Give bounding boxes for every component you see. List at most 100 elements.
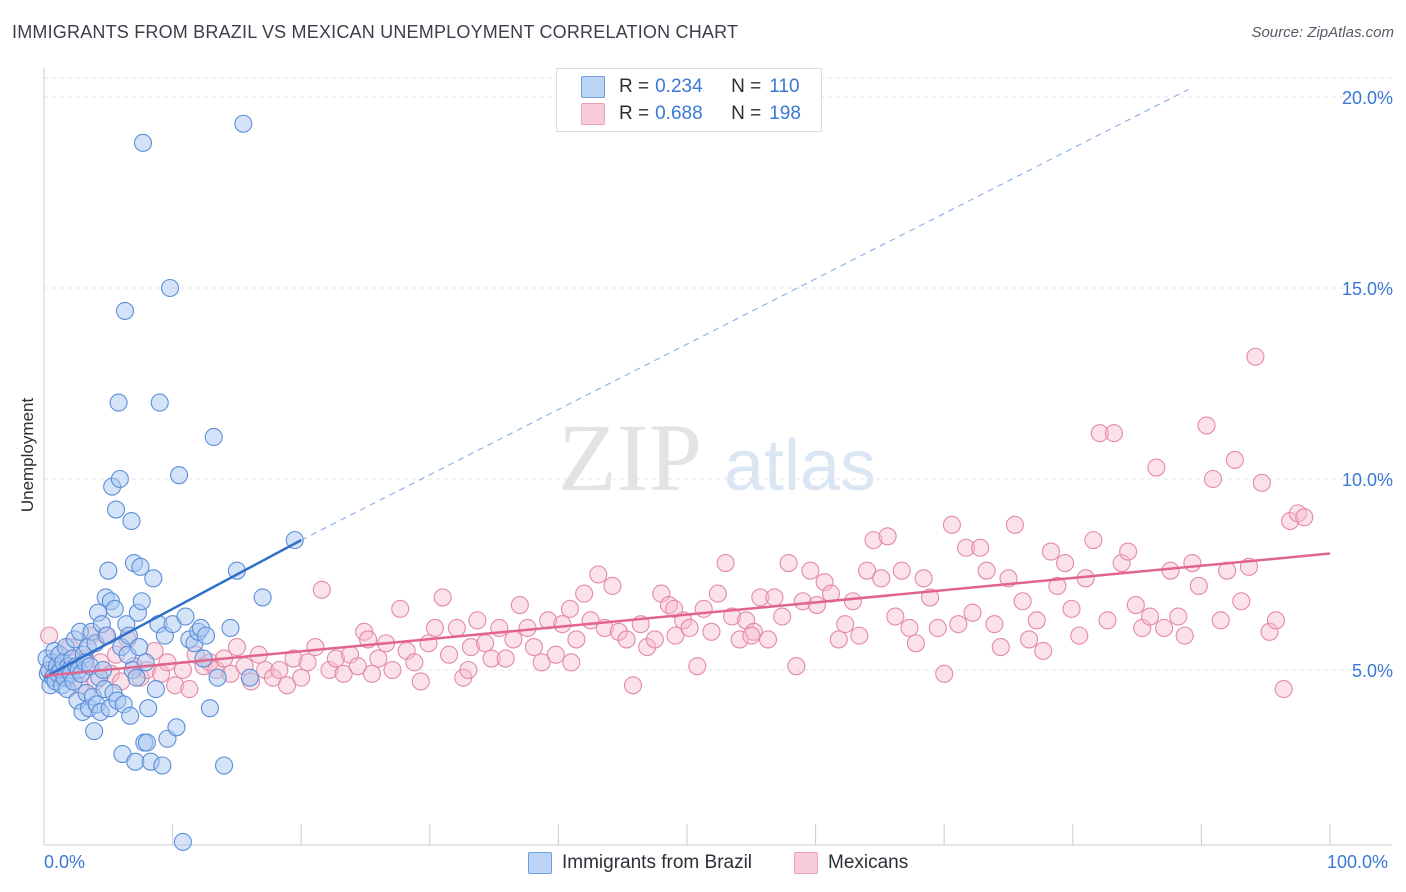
point-mexicans <box>459 660 478 680</box>
point-brazil <box>130 638 149 657</box>
point-mexicans <box>645 630 664 649</box>
point-mexicans <box>1197 416 1216 435</box>
point-mexicans <box>1005 515 1024 534</box>
x-tick-min: 0.0% <box>44 852 86 872</box>
legend-swatch-mexicans <box>794 852 818 874</box>
legend-label-mexicans: Mexicans <box>828 852 909 873</box>
point-brazil <box>160 278 180 298</box>
point-mexicans <box>1062 599 1081 618</box>
point-mexicans <box>1281 511 1300 531</box>
point-mexicans <box>971 538 990 557</box>
point-mexicans <box>857 561 877 580</box>
point-mexicans <box>284 649 303 668</box>
point-mexicans <box>567 630 586 649</box>
point-mexicans <box>1140 607 1160 626</box>
legend-swatch-brazil <box>528 852 552 874</box>
point-mexicans <box>1112 553 1131 573</box>
point-brazil <box>132 592 151 611</box>
point-brazil <box>133 133 153 152</box>
chart-title: IMMIGRANTS FROM BRAZIL VS MEXICAN UNEMPL… <box>12 22 739 42</box>
point-mexicans <box>985 615 1004 634</box>
point-mexicans <box>665 599 684 618</box>
source-label: Source: ZipAtlas.com <box>1251 24 1394 41</box>
point-mexicans <box>1056 553 1075 573</box>
point-mexicans <box>504 630 523 649</box>
point-mexicans <box>1252 473 1271 492</box>
point-brazil <box>150 393 169 412</box>
point-mexicans <box>666 626 685 645</box>
point-brazil <box>144 569 163 588</box>
point-mexicans <box>928 618 947 638</box>
point-mexicans <box>1034 641 1053 660</box>
point-mexicans <box>312 580 331 599</box>
point-mexicans <box>1119 542 1138 561</box>
y-tick-label: 15.0% <box>1342 279 1393 299</box>
legend-label-brazil: Immigrants from Brazil <box>562 852 753 873</box>
legend-item-mexicans[interactable]: Mexicans <box>794 852 908 874</box>
point-mexicans <box>1161 561 1180 580</box>
r-label: R = <box>619 76 650 97</box>
point-mexicans <box>836 615 855 634</box>
point-mexicans <box>227 638 246 657</box>
point-mexicans <box>864 531 883 550</box>
point-mexicans <box>1098 611 1117 630</box>
point-mexicans <box>722 607 742 626</box>
point-brazil <box>253 588 272 607</box>
r-value: 0.688 <box>655 103 703 124</box>
point-brazil <box>176 607 195 626</box>
legend-item-brazil[interactable]: Immigrants from Brazil <box>528 852 752 874</box>
point-mexicans <box>957 538 976 557</box>
trend-line-brazil <box>43 539 302 679</box>
point-mexicans <box>878 527 897 546</box>
point-mexicans <box>758 630 778 649</box>
point-mexicans <box>716 553 735 573</box>
point-mexicans <box>560 599 580 618</box>
point-brazil <box>214 756 234 775</box>
point-mexicans <box>914 569 933 588</box>
point-mexicans <box>688 657 707 676</box>
point-mexicans <box>362 664 381 683</box>
point-mexicans <box>1155 618 1174 638</box>
point-mexicans <box>843 592 862 611</box>
legend-swatch-brazil <box>581 76 605 98</box>
point-mexicans <box>496 649 515 668</box>
point-mexicans <box>850 626 869 645</box>
point-mexicans <box>40 626 59 645</box>
point-mexicans <box>1020 630 1039 649</box>
point-mexicans <box>166 676 185 695</box>
point-mexicans <box>468 611 487 630</box>
point-mexicans <box>1048 576 1067 596</box>
point-mexicans <box>292 668 311 687</box>
watermark-zip: ZIP <box>558 404 702 511</box>
point-brazil <box>109 393 128 412</box>
point-mexicans <box>892 561 911 580</box>
r-label: R = <box>619 103 650 124</box>
point-mexicans <box>787 657 806 676</box>
trend-line-brazil-extension <box>300 88 1189 541</box>
point-mexicans <box>433 588 452 607</box>
correlation-legend: R = 0.234 N = 110 R = 0.688 N = 198 <box>556 68 822 132</box>
point-mexicans <box>702 622 721 641</box>
point-brazil <box>200 699 219 718</box>
point-brazil <box>127 668 146 687</box>
point-brazil <box>234 114 253 133</box>
n-value: 198 <box>769 103 801 124</box>
point-mexicans <box>425 618 444 638</box>
point-mexicans <box>742 626 761 645</box>
series-mexicans <box>40 347 1314 699</box>
point-mexicans <box>963 603 982 622</box>
point-brazil <box>139 699 158 718</box>
point-mexicans <box>1090 424 1109 443</box>
r-value: 0.234 <box>655 76 703 97</box>
point-mexicans <box>447 618 466 638</box>
point-mexicans <box>949 615 968 634</box>
point-mexicans <box>1013 592 1032 611</box>
point-brazil <box>204 427 223 447</box>
point-mexicans <box>906 634 925 653</box>
n-label: N = <box>731 103 762 124</box>
point-mexicans <box>270 660 289 680</box>
point-mexicans <box>921 588 940 607</box>
point-brazil <box>85 722 104 741</box>
point-mexicans <box>801 561 820 580</box>
point-mexicans <box>306 638 325 657</box>
